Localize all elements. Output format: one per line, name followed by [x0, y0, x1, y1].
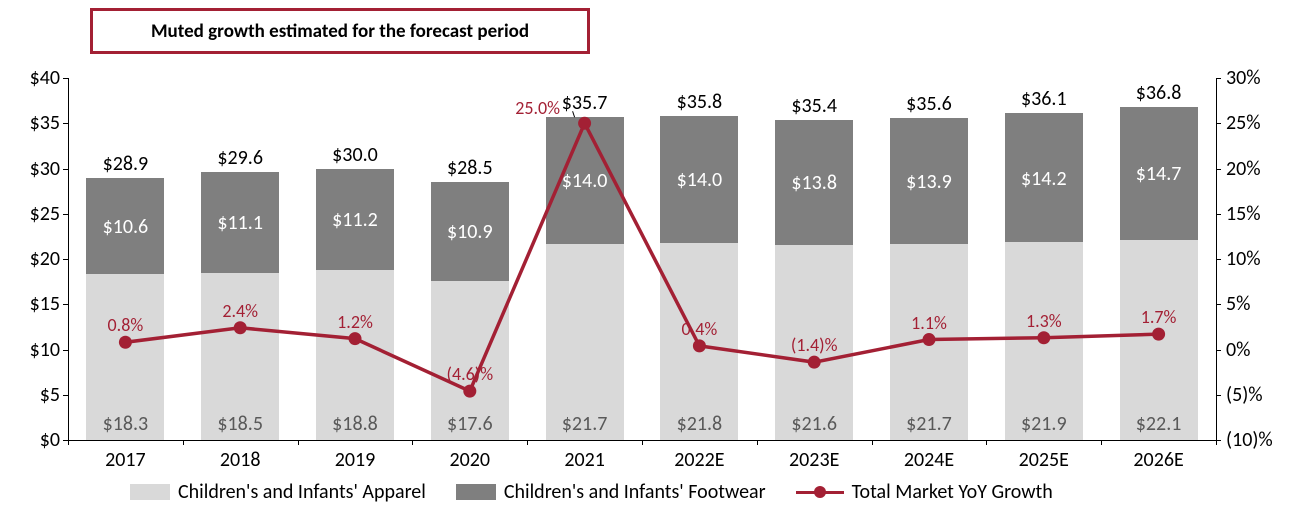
x-tick-label: 2019 — [298, 448, 413, 472]
bar-footwear-label: $14.0 — [660, 168, 738, 192]
y-right-tick-label: 10% — [1226, 247, 1261, 271]
bar-apparel — [660, 243, 738, 440]
legend: Children's and Infants' Apparel Children'… — [130, 480, 1053, 504]
y-right-tick-label: 25% — [1226, 111, 1261, 135]
bar-total-label: $35.8 — [660, 90, 738, 114]
x-tick-label: 2026E — [1101, 448, 1216, 472]
bar-apparel-label: $21.7 — [890, 412, 968, 436]
growth-label: 2.4% — [200, 300, 280, 322]
x-tick-label: 2025E — [986, 448, 1101, 472]
bar-footwear-label: $14.0 — [546, 169, 624, 193]
bar-footwear-label: $13.9 — [890, 170, 968, 194]
market-chart: Muted growth estimated for the forecast … — [0, 0, 1294, 513]
bar-footwear-label: $14.7 — [1120, 162, 1198, 186]
bar-apparel-label: $21.9 — [1005, 412, 1083, 436]
growth-label: 25.0% — [503, 97, 573, 119]
bar-apparel-label: $21.6 — [775, 412, 853, 436]
bar-total-label: $35.6 — [890, 92, 968, 116]
growth-label: 1.7% — [1119, 306, 1199, 328]
x-tick-label: 2017 — [68, 448, 183, 472]
y-left-tick-label: $20 — [30, 247, 60, 271]
bar-total-label: $28.9 — [86, 152, 164, 176]
legend-growth: Total Market YoY Growth — [796, 480, 1053, 504]
bar-total-label: $30.0 — [316, 143, 394, 167]
growth-label: (4.6)% — [430, 363, 510, 385]
y-right-tick-label: 20% — [1226, 157, 1261, 181]
bar-apparel-label: $21.8 — [660, 412, 738, 436]
bar-total-label: $35.4 — [775, 94, 853, 118]
growth-label: (1.4)% — [774, 334, 854, 356]
bar-apparel-label: $18.5 — [201, 412, 279, 436]
x-tick-label: 2020 — [412, 448, 527, 472]
y-left-tick-label: $0 — [40, 428, 60, 452]
x-tick-label: 2018 — [183, 448, 298, 472]
y-left-tick-label: $10 — [30, 338, 60, 362]
bar-apparel — [1120, 240, 1198, 440]
bar-footwear-label: $13.8 — [775, 171, 853, 195]
bar-footwear-label: $14.2 — [1005, 167, 1083, 191]
bar-apparel-label: $17.6 — [431, 412, 509, 436]
y-right-tick-label: (5)% — [1226, 383, 1263, 407]
bar-total-label: $28.5 — [431, 156, 509, 180]
bar-apparel — [890, 244, 968, 440]
y-left-tick-label: $25 — [30, 202, 60, 226]
bar-apparel-label: $18.8 — [316, 412, 394, 436]
bar-apparel — [1005, 242, 1083, 440]
bar-footwear-label: $11.2 — [316, 208, 394, 232]
y-right-tick-label: 30% — [1226, 66, 1261, 90]
x-tick-label: 2023E — [757, 448, 872, 472]
y-right-tick-label: (10)% — [1226, 428, 1273, 452]
bar-apparel — [546, 244, 624, 440]
y-left-tick-label: $5 — [40, 383, 60, 407]
growth-label: 0.8% — [85, 314, 165, 336]
bar-apparel-label: $21.7 — [546, 412, 624, 436]
y-left-tick-label: $40 — [30, 66, 60, 90]
legend-apparel: Children's and Infants' Apparel — [130, 480, 426, 504]
y-right-tick-label: 15% — [1226, 202, 1261, 226]
y-left-tick-label: $35 — [30, 111, 60, 135]
y-left-tick-label: $30 — [30, 157, 60, 181]
bar-apparel-label: $22.1 — [1120, 412, 1198, 436]
x-tick-label: 2022E — [642, 448, 757, 472]
growth-label: 1.3% — [1004, 310, 1084, 332]
growth-label: 0.4% — [659, 318, 739, 340]
x-tick-label: 2021 — [527, 448, 642, 472]
chart-title: Muted growth estimated for the forecast … — [90, 8, 590, 54]
bar-footwear-label: $10.9 — [431, 220, 509, 244]
growth-line — [0, 0, 1294, 513]
bar-footwear-label: $10.6 — [86, 215, 164, 239]
growth-label: 1.2% — [315, 311, 395, 333]
y-left-tick-label: $15 — [30, 292, 60, 316]
bar-total-label: $36.8 — [1120, 81, 1198, 105]
y-right-tick-label: 5% — [1226, 292, 1250, 316]
y-right-tick-label: 0% — [1226, 338, 1250, 362]
bar-total-label: $36.1 — [1005, 87, 1083, 111]
bar-footwear-label: $11.1 — [201, 211, 279, 235]
bar-total-label: $29.6 — [201, 146, 279, 170]
growth-label: 1.1% — [889, 312, 969, 334]
x-tick-label: 2024E — [872, 448, 987, 472]
bar-apparel-label: $18.3 — [86, 412, 164, 436]
legend-footwear: Children's and Infants' Footwear — [456, 480, 766, 504]
